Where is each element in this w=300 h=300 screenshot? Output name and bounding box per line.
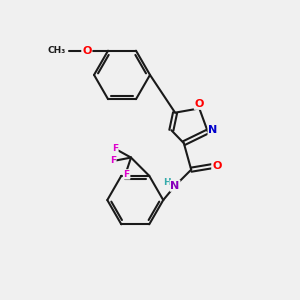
Text: N: N	[208, 125, 218, 135]
Text: H: H	[163, 178, 171, 188]
Text: N: N	[170, 181, 180, 191]
Text: F: F	[112, 144, 118, 153]
Text: F: F	[110, 156, 116, 165]
Text: O: O	[212, 161, 221, 171]
Text: O: O	[195, 99, 204, 109]
Text: O: O	[82, 46, 92, 56]
Text: F: F	[124, 170, 130, 179]
Text: CH₃: CH₃	[47, 46, 66, 55]
